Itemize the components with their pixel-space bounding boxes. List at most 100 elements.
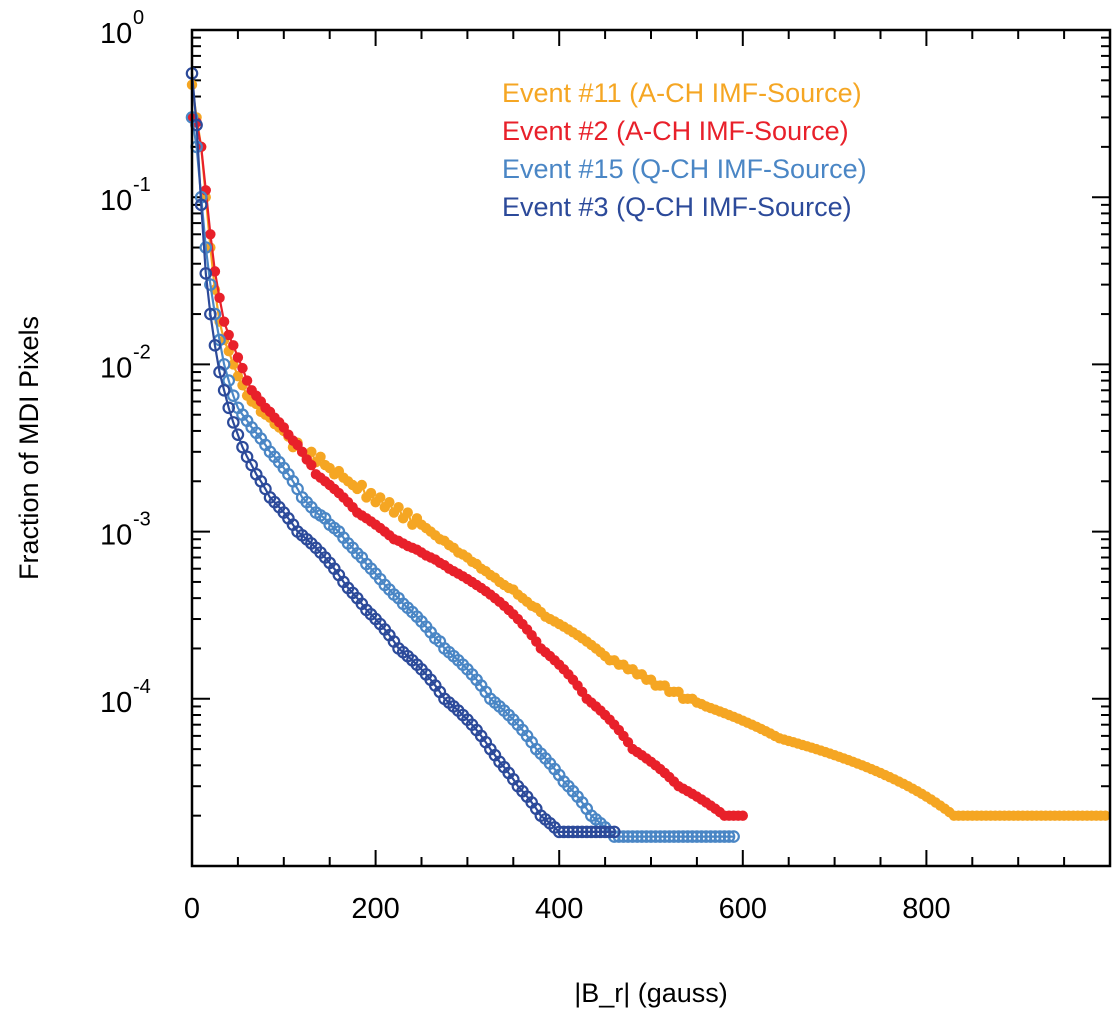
x-tick-label: 800 <box>902 893 950 925</box>
data-point <box>630 830 644 843</box>
data-point <box>232 352 244 363</box>
legend-entry: Event #11 (A-CH IMF-Source) <box>502 78 862 108</box>
data-point <box>365 487 377 499</box>
data-point <box>194 198 208 212</box>
data-point <box>626 830 639 843</box>
data-point <box>699 830 713 843</box>
data-point <box>580 825 594 839</box>
data-point <box>214 292 225 304</box>
data-point <box>690 830 704 843</box>
data-point <box>672 830 685 843</box>
y-tick-label: 10 -2 <box>100 341 151 384</box>
data-point <box>603 825 616 839</box>
data-point <box>393 501 404 513</box>
legend-entry: Event #2 (A-CH IMF-Source) <box>502 116 849 146</box>
data-point <box>315 451 326 463</box>
data-point <box>232 371 244 382</box>
data-point <box>231 428 245 441</box>
data-point <box>222 374 236 387</box>
data-point <box>199 241 213 254</box>
y-tick-exponent: 0 <box>133 7 144 29</box>
data-point <box>205 229 216 240</box>
series-2 <box>186 112 748 821</box>
data-point <box>663 830 676 843</box>
legend: Event #11 (A-CH IMF-Source) Event #2 (A-C… <box>502 78 867 222</box>
data-point <box>1100 810 1111 821</box>
data-point <box>727 830 740 843</box>
data-point <box>296 446 308 458</box>
data-point <box>704 830 717 843</box>
data-point <box>566 825 580 839</box>
data-point <box>644 830 658 843</box>
y-tick-exponent: -4 <box>133 676 151 698</box>
y-tick-base: 10 <box>100 520 132 552</box>
data-point <box>356 479 368 491</box>
y-tick-exponent: -1 <box>133 174 151 196</box>
data-point <box>209 266 221 277</box>
data-point <box>676 830 690 843</box>
x-tick-labels: 0 200 400 600 800 <box>184 893 951 925</box>
data-point <box>204 307 217 321</box>
data-point <box>649 830 662 843</box>
data-point <box>681 830 695 843</box>
legend-entry: Event #3 (Q-CH IMF-Source) <box>502 192 852 222</box>
x-tick-label: 200 <box>351 893 399 925</box>
y-tick-base: 10 <box>100 352 132 384</box>
y-tick-base: 10 <box>100 185 132 217</box>
data-point <box>199 267 213 280</box>
data-point <box>402 507 413 518</box>
data-point <box>713 830 727 843</box>
data-point <box>204 278 217 291</box>
data-point <box>621 830 635 843</box>
data-point <box>374 492 386 503</box>
data-point <box>218 316 230 327</box>
data-point <box>737 810 748 821</box>
data-point <box>653 830 667 843</box>
data-point <box>213 365 226 379</box>
data-point <box>241 375 253 386</box>
data-point <box>306 459 317 471</box>
y-tick-exponent: -2 <box>133 341 151 363</box>
data-point <box>594 825 607 839</box>
x-tick-label: 0 <box>184 893 200 925</box>
data-point <box>575 825 589 839</box>
y-tick-label: 10 0 <box>100 7 144 50</box>
y-tick-base: 10 <box>100 687 132 719</box>
data-point <box>571 825 584 839</box>
y-tick-label: 10 -4 <box>100 676 151 719</box>
data-point <box>306 446 317 458</box>
x-tick-label: 600 <box>719 893 767 925</box>
data-point <box>237 362 248 374</box>
data-point <box>589 825 603 839</box>
y-tick-label: 10 -3 <box>100 509 151 552</box>
data-point <box>598 825 612 839</box>
x-tick-label: 400 <box>535 893 583 925</box>
data-point <box>227 416 240 429</box>
data-point <box>228 340 239 351</box>
plot-frame <box>190 28 1112 868</box>
data-point <box>607 825 621 839</box>
data-point <box>635 830 649 843</box>
data-point <box>557 825 571 839</box>
y-tick-label: 10 -1 <box>100 174 151 217</box>
data-point <box>384 496 395 508</box>
data-point <box>227 389 240 402</box>
y-tick-base: 10 <box>100 18 132 50</box>
data-point <box>552 825 566 839</box>
data-point <box>585 825 598 839</box>
data-point <box>236 440 249 454</box>
data-point <box>708 830 722 843</box>
data-point <box>722 830 736 843</box>
data-point <box>208 339 222 352</box>
data-point <box>658 830 672 843</box>
legend-entry: Event #15 (Q-CH IMF-Source) <box>502 154 867 184</box>
data-point <box>695 830 708 843</box>
y-tick-exponent: -3 <box>133 509 151 531</box>
data-point <box>223 329 234 341</box>
data-point <box>640 830 653 843</box>
x-axis-label: |B_r| (gauss) <box>574 978 728 1008</box>
series-group <box>185 67 1111 843</box>
